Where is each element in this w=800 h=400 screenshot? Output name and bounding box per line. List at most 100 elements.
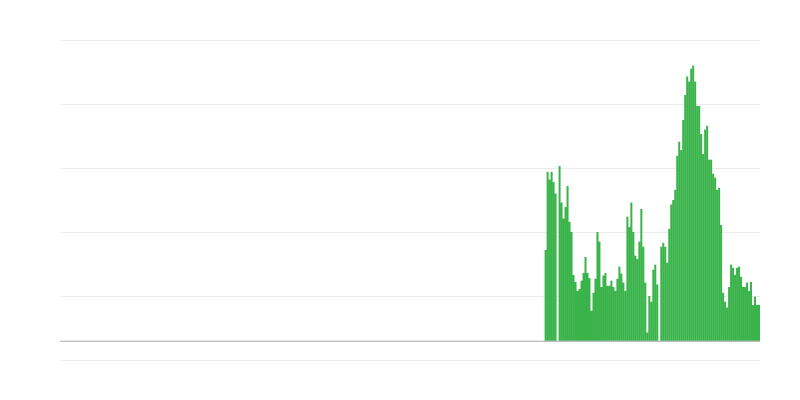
bar bbox=[638, 241, 641, 341]
bar bbox=[598, 241, 601, 341]
bar bbox=[744, 287, 747, 341]
bar bbox=[726, 307, 729, 341]
bar bbox=[558, 166, 561, 341]
bar bbox=[648, 296, 651, 341]
bar bbox=[546, 171, 549, 341]
bar bbox=[708, 159, 711, 341]
bar bbox=[718, 187, 721, 341]
bar bbox=[758, 304, 760, 341]
bar bbox=[732, 267, 735, 341]
bar bbox=[650, 301, 653, 341]
bar bbox=[710, 159, 713, 341]
bar bbox=[728, 287, 731, 341]
bar bbox=[674, 189, 677, 341]
bar bbox=[686, 76, 689, 341]
bar bbox=[586, 272, 589, 341]
bar bbox=[716, 189, 719, 341]
bar bbox=[580, 280, 583, 341]
bar bbox=[606, 285, 609, 341]
bar bbox=[628, 226, 631, 341]
bar bbox=[644, 282, 647, 341]
bar bbox=[618, 266, 621, 341]
bar bbox=[730, 264, 733, 341]
bar bbox=[562, 218, 565, 341]
bar bbox=[552, 182, 555, 341]
bar bbox=[608, 285, 611, 341]
bar bbox=[620, 273, 623, 341]
bar bbox=[554, 193, 557, 341]
bar bbox=[662, 242, 665, 341]
bar bbox=[738, 266, 741, 341]
bar bbox=[694, 81, 697, 341]
bar bbox=[722, 292, 725, 341]
gridlines bbox=[60, 40, 760, 361]
bar bbox=[566, 185, 569, 341]
bar bbox=[664, 246, 667, 341]
bar bbox=[720, 224, 723, 341]
bar bbox=[754, 296, 757, 341]
bar bbox=[706, 125, 709, 341]
bars bbox=[544, 65, 760, 341]
bar bbox=[712, 173, 715, 341]
bar bbox=[670, 204, 673, 341]
bar bbox=[646, 332, 649, 341]
bar bbox=[568, 221, 571, 341]
bar bbox=[672, 200, 675, 341]
bar bbox=[616, 278, 619, 341]
bar bbox=[746, 282, 749, 341]
bar bbox=[704, 129, 707, 341]
bar bbox=[750, 281, 753, 341]
bar bbox=[572, 274, 575, 341]
bar bbox=[752, 304, 755, 341]
bar bbox=[592, 292, 595, 341]
bar bbox=[560, 202, 563, 341]
bar bbox=[590, 310, 593, 341]
bar bbox=[660, 246, 663, 341]
bar bbox=[642, 246, 645, 341]
bar bbox=[574, 281, 577, 341]
bar bbox=[668, 228, 671, 341]
bar bbox=[656, 284, 659, 341]
bar bbox=[740, 276, 743, 341]
bar bbox=[636, 258, 639, 341]
bar bbox=[714, 177, 717, 341]
bar bbox=[550, 171, 553, 341]
bar bbox=[640, 208, 643, 341]
bar bbox=[700, 134, 703, 341]
bar bbox=[684, 95, 687, 341]
bar bbox=[578, 288, 581, 341]
bar bbox=[596, 232, 599, 341]
bar bbox=[564, 207, 567, 341]
bar bbox=[666, 262, 669, 341]
bar bbox=[678, 141, 681, 341]
bar bbox=[612, 287, 615, 341]
bar bbox=[548, 179, 551, 341]
bar bbox=[610, 280, 613, 341]
bar bbox=[742, 287, 745, 341]
bar bbox=[634, 255, 637, 341]
bar bbox=[736, 267, 739, 341]
bar bbox=[584, 256, 587, 341]
bar bbox=[624, 290, 627, 341]
bar bbox=[676, 155, 679, 341]
bar bbox=[614, 290, 617, 341]
bar bbox=[654, 264, 657, 341]
bar bbox=[702, 153, 705, 341]
bar bbox=[544, 249, 547, 341]
bar bbox=[622, 282, 625, 341]
bar bbox=[632, 232, 635, 341]
bar bbox=[604, 272, 607, 341]
bar bbox=[630, 202, 633, 341]
bar bbox=[696, 105, 699, 341]
bar bbox=[652, 269, 655, 341]
bar bbox=[698, 105, 701, 341]
bar bbox=[682, 120, 685, 341]
bar bbox=[692, 65, 695, 341]
bar bbox=[626, 216, 629, 341]
bar bbox=[600, 287, 603, 341]
bar bbox=[690, 68, 693, 341]
bar bbox=[724, 301, 727, 341]
bar bbox=[588, 278, 591, 341]
bar bbox=[576, 290, 579, 341]
